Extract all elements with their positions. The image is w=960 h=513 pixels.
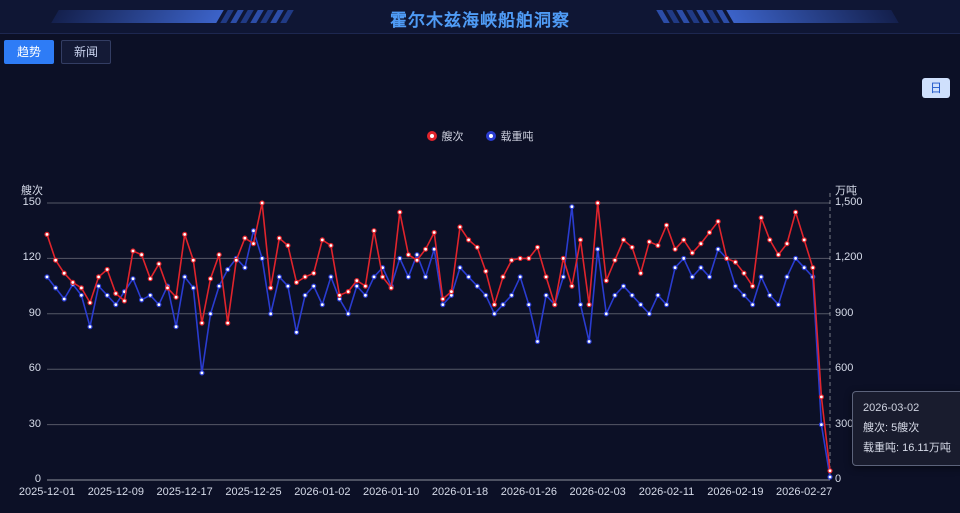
axis-tick-label: 艘次 (21, 185, 43, 197)
axis-tick-label: 60 (28, 362, 41, 375)
legend-dot-blue-icon (485, 131, 496, 141)
axis-tick-label: 2026-01-18 (431, 486, 489, 498)
legend-item-deadweight[interactable]: 载重吨 (485, 128, 534, 144)
axis-tick-label: 2026-02-27 (776, 486, 833, 498)
axis-tick-label: 300 (835, 417, 854, 430)
axis-tick-label: 2025-12-09 (87, 486, 144, 498)
granularity-day-button[interactable]: 日 (921, 78, 950, 98)
chart-legend: 艘次 载重吨 (0, 128, 960, 144)
header-bar: 霍尔木兹海峡船舶洞察 (0, 0, 960, 34)
legend-item-vessels[interactable]: 艘次 (426, 128, 464, 144)
tab-trend[interactable]: 趋势 (4, 40, 55, 64)
legend-dot-red-icon (426, 131, 437, 141)
axis-tick-label: 2025-12-17 (156, 486, 213, 498)
page-title: 霍尔木兹海峡船舶洞察 (390, 11, 570, 30)
axis-tick-label: 2026-02-19 (707, 486, 764, 498)
axis-tick-label: 2026-02-03 (569, 486, 626, 498)
axis-tick-label: 万吨 (835, 185, 857, 197)
axis-tick-label: 2026-01-26 (500, 486, 557, 498)
axis-tick-label: 2026-02-11 (638, 486, 695, 498)
view-tabs: 趋势 新闻 (4, 40, 112, 64)
axis-tick-label: 1,200 (835, 251, 863, 264)
axis-tick-label: 0 (34, 473, 41, 485)
tab-news[interactable]: 新闻 (61, 40, 112, 64)
legend-label: 艘次 (441, 131, 464, 143)
axis-tick-label: 900 (835, 306, 854, 319)
axis-tick-label: 30 (28, 417, 41, 430)
chart-tooltip: 2026-03-02 艘次: 5艘次 载重吨: 16.11万吨 (852, 391, 960, 467)
axis-tick-label: 90 (28, 306, 41, 319)
axis-tick-label: 120 (22, 251, 41, 264)
tooltip-line-vessels: 艘次: 5艘次 (863, 421, 920, 434)
axis-tick-label: 0 (835, 473, 842, 485)
axis-tick-label: 150 (22, 196, 41, 208)
axis-tick-label: 600 (835, 362, 854, 375)
axis-tick-label: 2026-01-02 (294, 486, 351, 498)
axis-tick-label: 2025-12-25 (225, 486, 282, 498)
legend-label: 载重吨 (500, 131, 534, 143)
tooltip-date: 2026-03-02 (863, 402, 920, 414)
axis-tick-label: 2026-01-10 (363, 486, 420, 498)
axis-tick-label: 2025-12-01 (18, 486, 76, 498)
axis-tick-label: 1,500 (835, 196, 863, 208)
tooltip-line-deadweight: 载重吨: 16.11万吨 (863, 441, 951, 454)
